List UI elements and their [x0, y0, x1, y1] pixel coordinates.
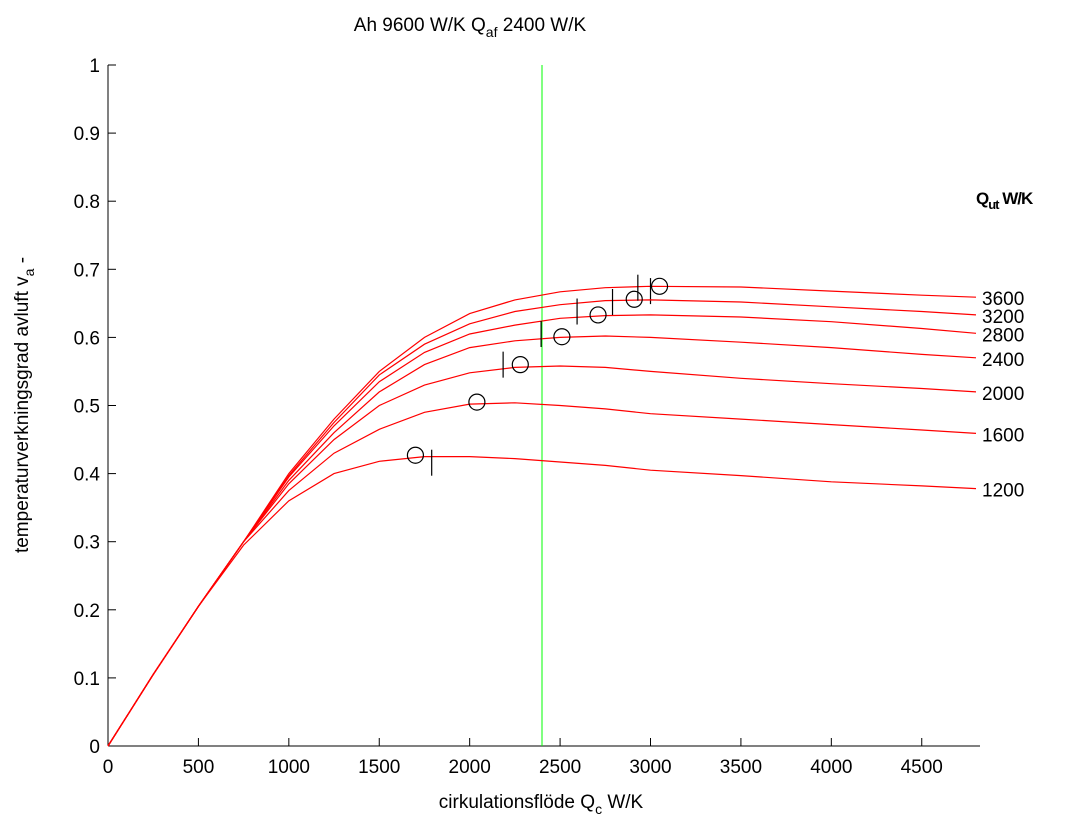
y-tick-label: 0.9 [74, 124, 100, 145]
series-label: 3200 [982, 307, 1024, 328]
optimum-marker [625, 290, 643, 308]
optimum-marker [511, 356, 529, 374]
x-tick-label: 4000 [810, 757, 852, 778]
y-tick-label: 0 [89, 737, 100, 758]
x-tick-label: 3500 [720, 757, 762, 778]
series-label: 3600 [982, 289, 1024, 310]
legend-title-sub: ut [988, 197, 1000, 212]
x-tick-label: 500 [183, 757, 215, 778]
x-axis-label: cirkulationsflöde Qc W/K [439, 792, 644, 817]
y-tick-label: 0.6 [74, 328, 100, 349]
x-tick-label: 1000 [268, 757, 310, 778]
title-text: Ah 9600 W/K Q [354, 15, 486, 36]
optimum-marker [406, 446, 425, 464]
optimum-marker [589, 306, 607, 324]
optimum-marker [650, 277, 669, 295]
series-label: 2800 [982, 325, 1024, 346]
x-label-text: cirkulationsflöde Q [439, 792, 595, 813]
optimum-marker [553, 328, 571, 346]
y-axis-label: temperaturverkningsgrad avluft va - [12, 257, 37, 553]
x-tick-label: 4500 [901, 757, 943, 778]
y-tick-label: 0.8 [74, 192, 100, 213]
y-tick-label: 0.2 [74, 601, 100, 622]
x-label-text: W/K [602, 792, 643, 813]
title-text: 2400 W/K [497, 15, 586, 36]
series-label: 2000 [982, 384, 1024, 405]
y-tick-label: 0.4 [74, 465, 101, 486]
legend-title: Qut W/K [976, 189, 1034, 212]
y-tick-label: 0.7 [74, 260, 100, 281]
legend-title-text: W/K [999, 189, 1034, 208]
optimum-marker [468, 393, 486, 411]
y-label-text: - [12, 257, 33, 269]
legend-title-text: Q [976, 189, 989, 208]
title-sub: af [486, 24, 498, 40]
y-label-sub: a [21, 268, 37, 276]
y-tick-label: 0.3 [74, 533, 100, 554]
series-label: 1600 [982, 425, 1024, 446]
y-label-text: temperaturverkningsgrad avluft v [12, 276, 33, 553]
x-tick-label: 2000 [449, 757, 491, 778]
y-tick-label: 0.5 [74, 397, 100, 418]
x-tick-label: 3000 [629, 757, 671, 778]
series-label: 1200 [982, 481, 1024, 502]
x-tick-label: 2500 [539, 757, 581, 778]
x-tick-label: 1500 [358, 757, 400, 778]
chart-title: Ah 9600 W/K Qaf 2400 W/K [354, 15, 587, 40]
y-tick-label: 1 [89, 56, 100, 77]
x-label-sub: c [595, 801, 602, 817]
y-tick-label: 0.1 [74, 669, 100, 690]
series-line [107, 456, 977, 747]
x-tick-label: 0 [103, 757, 114, 778]
series-label: 2400 [982, 350, 1024, 371]
